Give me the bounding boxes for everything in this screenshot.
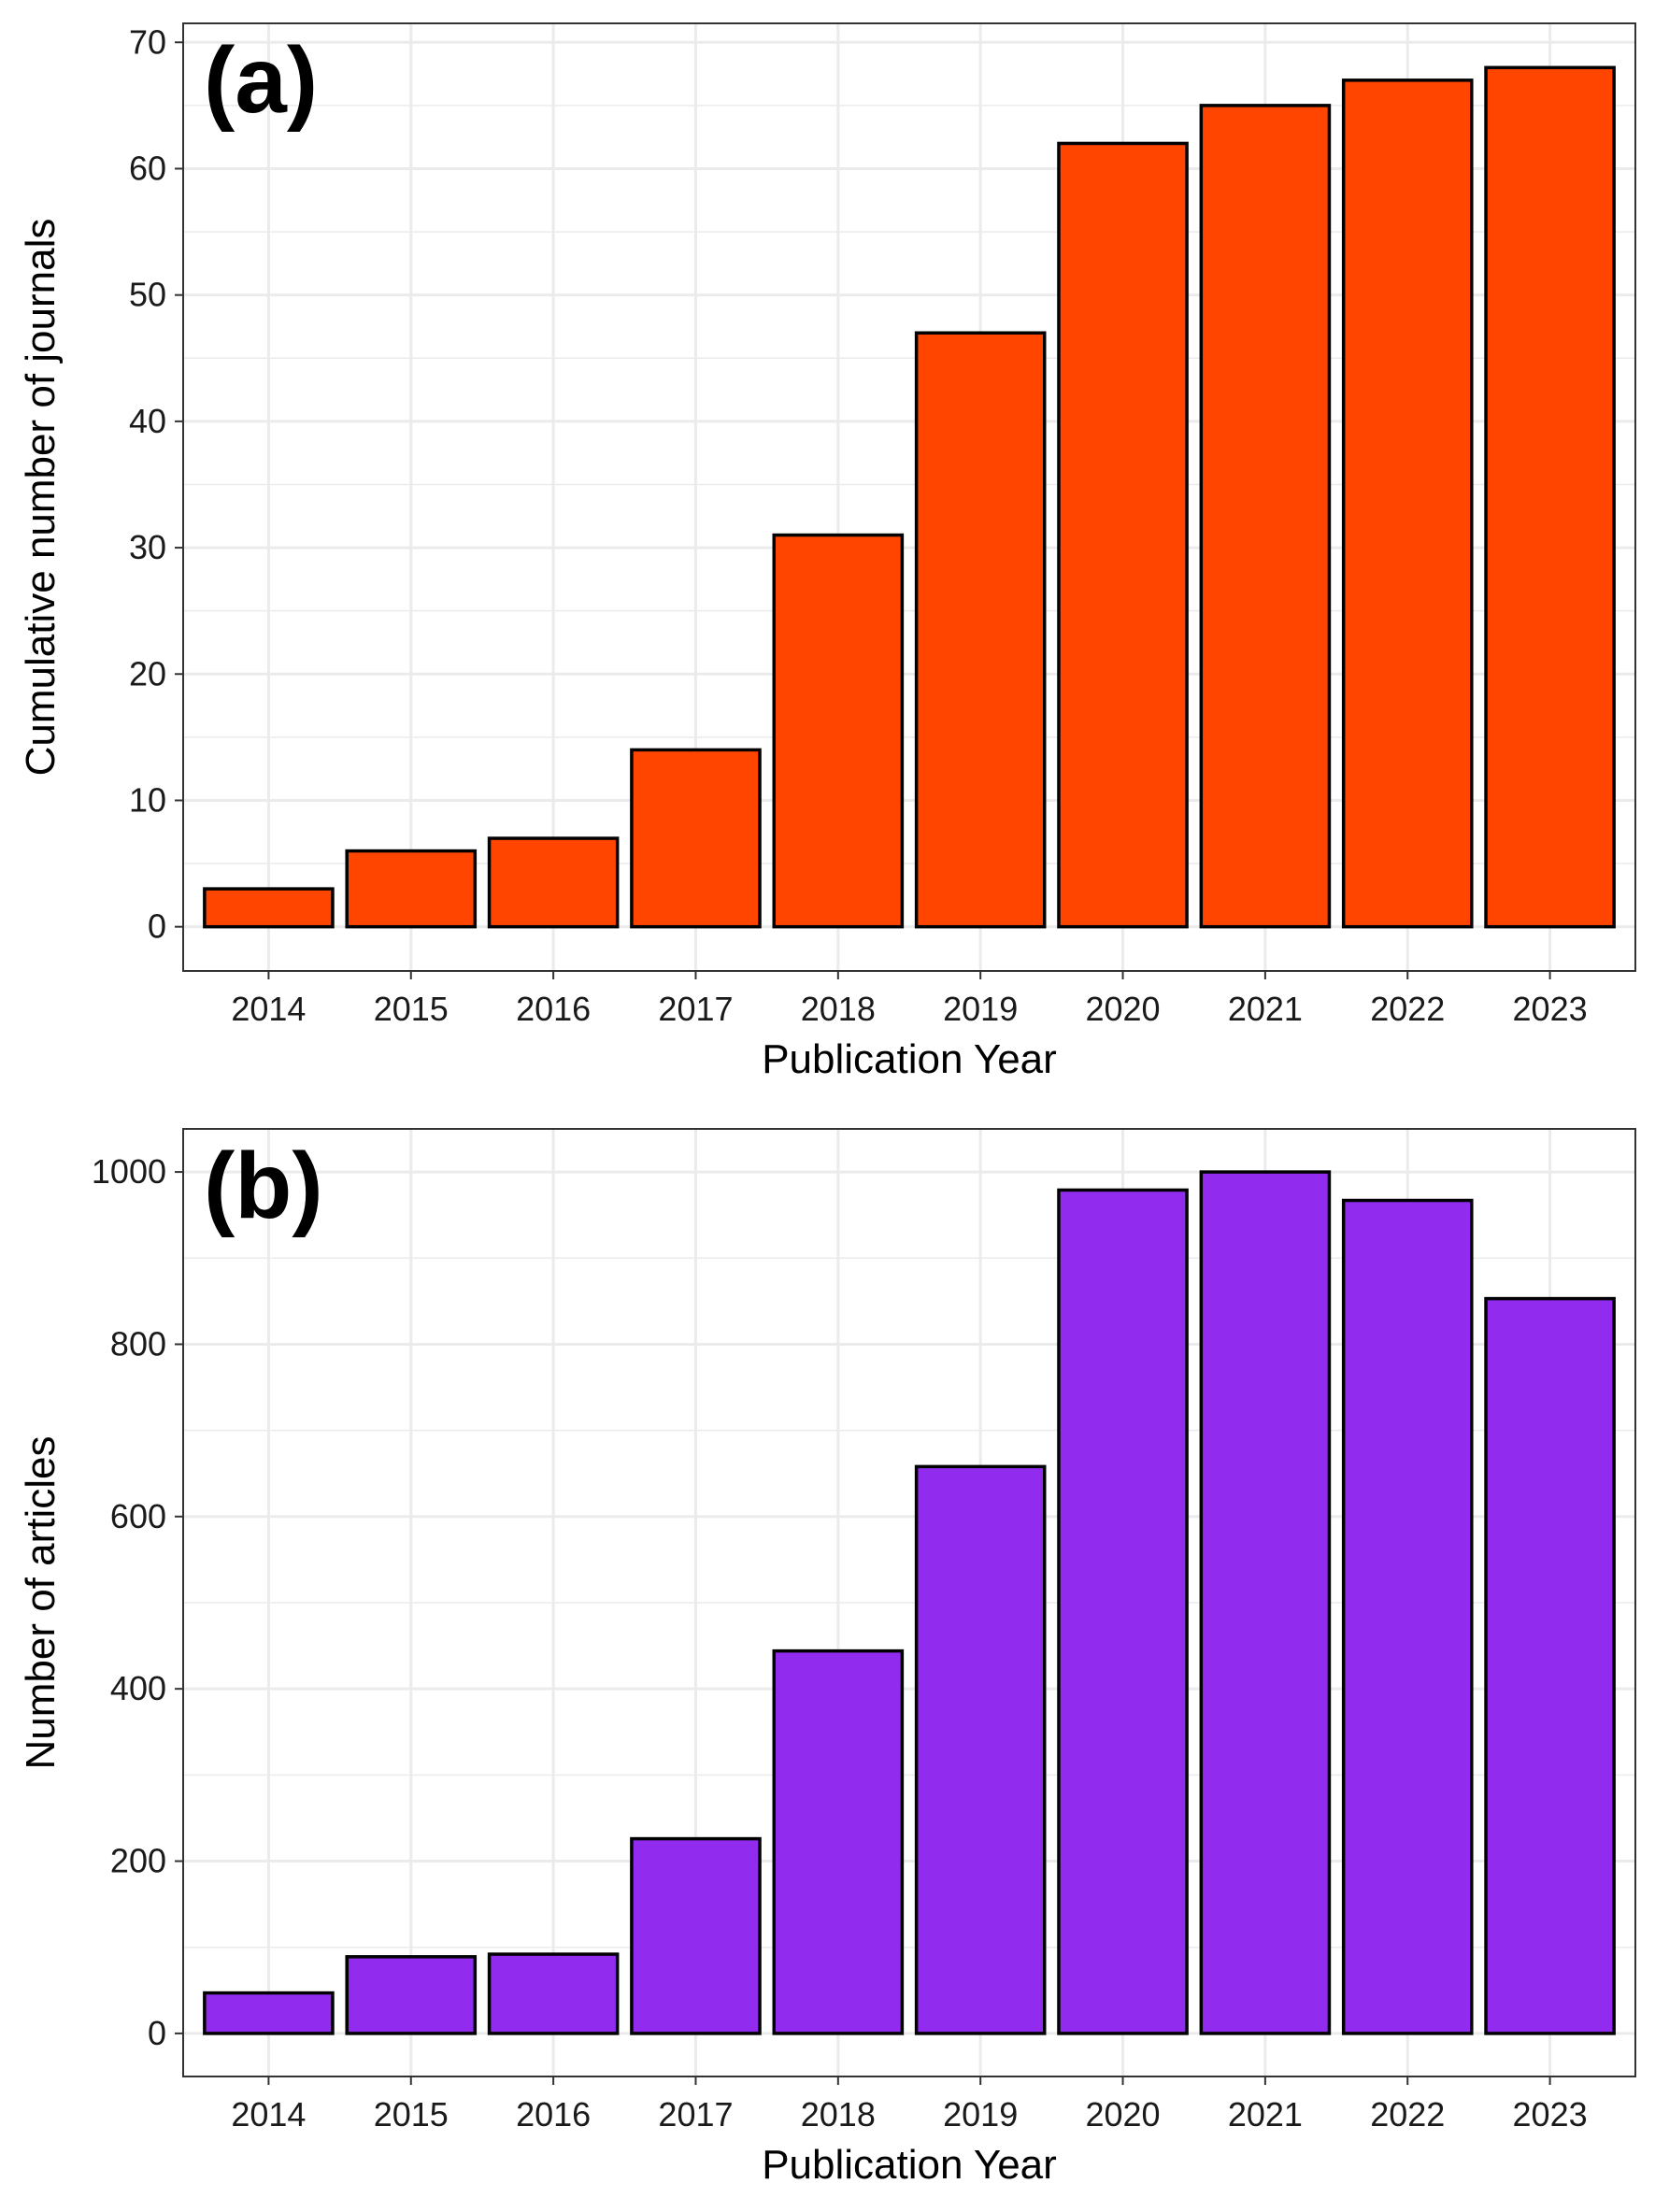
articles-x-axis-title: Publication Year xyxy=(762,2142,1057,2188)
journals-x-tick-label-2019: 2019 xyxy=(943,990,1018,1028)
journals-x-tick-label-2021: 2021 xyxy=(1228,990,1303,1028)
articles-bar-2014 xyxy=(203,1991,335,2035)
journals-x-tick-label-2017: 2017 xyxy=(658,990,733,1028)
panel-a-journals-chart: 0 10 20 30 40 50 60 70 2014 2015 2016 2017 2018 2019 2… xyxy=(18,22,1636,1082)
journals-bar-2019 xyxy=(914,331,1047,929)
journals-x-tick-label-2015: 2015 xyxy=(374,990,449,1028)
articles-bar-2016 xyxy=(487,1952,620,2035)
articles-y-tick-label: 200 xyxy=(110,1842,166,1880)
journals-bar-2015 xyxy=(345,849,478,929)
journals-x-tick-label-2023: 2023 xyxy=(1513,990,1588,1028)
journals-y-tick-label: 10 xyxy=(129,780,166,819)
articles-x-tick-label-2014: 2014 xyxy=(231,2095,306,2134)
journals-y-axis-title: Cumulative number of journals xyxy=(18,219,64,777)
journals-bar-2017 xyxy=(630,748,762,929)
articles-y-tick-label: 1000 xyxy=(92,1152,166,1191)
articles-bar-2020 xyxy=(1057,1188,1189,2035)
journals-x-tick-label-2018: 2018 xyxy=(801,990,876,1028)
journals-y-tick-label: 40 xyxy=(129,402,166,440)
journals-x-tick-label-2016: 2016 xyxy=(516,990,591,1028)
articles-y-tick-label: 800 xyxy=(110,1324,166,1363)
articles-x-tick-label-2015: 2015 xyxy=(374,2095,449,2134)
journals-bar-2021 xyxy=(1199,104,1332,929)
articles-bar-2018 xyxy=(772,1648,905,2035)
articles-x-tick-label-2016: 2016 xyxy=(516,2095,591,2134)
articles-x-tick-label-2023: 2023 xyxy=(1513,2095,1588,2134)
articles-panel-label: (b) xyxy=(204,1134,323,1238)
articles-bar-2017 xyxy=(630,1836,762,2035)
journals-y-tick-label: 50 xyxy=(129,276,166,314)
journals-y-tick-label: 70 xyxy=(129,22,166,61)
panel-b-articles-chart: 0 200 400 600 800 1000 2014 2015 2016 2017 2018 201… xyxy=(18,1128,1636,2188)
articles-x-tick-label-2022: 2022 xyxy=(1370,2095,1445,2134)
articles-x-tick-label-2018: 2018 xyxy=(801,2095,876,2134)
articles-y-tick-label: 0 xyxy=(148,2014,166,2052)
journals-x-tick-label-2020: 2020 xyxy=(1085,990,1160,1028)
journals-bar-2023 xyxy=(1484,65,1616,929)
articles-x-tick-label-2017: 2017 xyxy=(658,2095,733,2134)
articles-y-tick-label: 600 xyxy=(110,1497,166,1535)
articles-y-axis-title: Number of articles xyxy=(18,1435,64,1769)
journals-bar-2018 xyxy=(772,533,905,929)
journals-bar-2014 xyxy=(203,887,335,929)
journals-x-tick-label-2014: 2014 xyxy=(231,990,306,1028)
journals-y-tick-label: 20 xyxy=(129,654,166,692)
journals-y-tick-label: 60 xyxy=(129,149,166,187)
articles-bar-2019 xyxy=(914,1464,1047,2035)
articles-bar-2023 xyxy=(1484,1296,1616,2035)
journals-bar-2020 xyxy=(1057,141,1189,929)
journals-y-tick-label: 30 xyxy=(129,528,166,566)
articles-y-tick-label: 400 xyxy=(110,1669,166,1707)
journals-panel-label: (a) xyxy=(204,28,318,133)
articles-bar-2022 xyxy=(1341,1198,1474,2035)
journals-bar-2016 xyxy=(487,836,620,929)
journals-panel-border xyxy=(182,22,1636,972)
articles-x-tick-label-2020: 2020 xyxy=(1085,2095,1160,2134)
articles-panel-border xyxy=(182,1128,1636,2077)
articles-bar-2015 xyxy=(345,1955,478,2035)
articles-x-tick-label-2021: 2021 xyxy=(1228,2095,1303,2134)
journals-x-tick-label-2022: 2022 xyxy=(1370,990,1445,1028)
journals-y-tick-label: 0 xyxy=(148,907,166,946)
articles-x-tick-label-2019: 2019 xyxy=(943,2095,1018,2134)
articles-bar-2021 xyxy=(1199,1170,1332,2035)
journals-bar-2022 xyxy=(1341,78,1474,929)
journals-x-axis-title: Publication Year xyxy=(762,1036,1057,1082)
